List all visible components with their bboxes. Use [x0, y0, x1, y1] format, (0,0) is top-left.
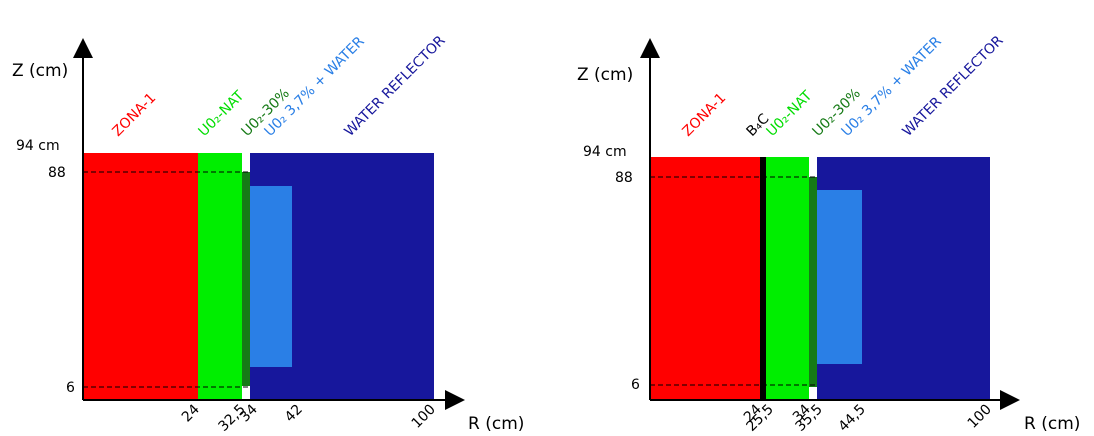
right-r-tick-44-5: 44,5 — [835, 402, 868, 435]
left-z-tick-88: 88 — [48, 165, 66, 181]
left-zona1-region — [83, 153, 198, 400]
right-u02-30-region — [809, 177, 817, 387]
right-z-axis-label: Z (cm) — [577, 65, 633, 85]
right-top-label: 94 cm — [583, 144, 627, 160]
right-label-u02-37: U0₂ 3,7% + WATER — [839, 33, 945, 139]
left-r-tick-100: 100 — [409, 402, 439, 432]
right-u02-nat-region — [766, 157, 809, 400]
left-top-label: 94 cm — [16, 138, 60, 154]
right-zona1-region — [650, 157, 760, 400]
left-r-axis-label: R (cm) — [468, 414, 524, 434]
right-label-u02-nat: U0₂-NAT — [764, 88, 816, 140]
left-u02-30-region — [242, 172, 250, 386]
left-diagram: Z (cm) R (cm) 94 cm 88 6 24 32,5 34 42 1… — [12, 33, 524, 435]
right-diagram: Z (cm) R (cm) 94 cm 88 6 24 25,5 34 35,5… — [577, 33, 1080, 435]
right-label-reflector: WATER REFLECTOR — [900, 33, 1007, 140]
left-r-tick-24: 24 — [179, 401, 203, 425]
left-r-tick-42: 42 — [282, 402, 306, 426]
right-b4c-region — [760, 157, 766, 400]
right-z-tick-6: 6 — [631, 377, 640, 393]
right-r-tick-100: 100 — [965, 402, 995, 432]
right-z-tick-88: 88 — [615, 170, 633, 186]
right-label-zona1: ZONA-1 — [680, 90, 730, 140]
left-label-u02-nat: U0₂-NAT — [196, 88, 248, 140]
left-u02-37-water-region — [250, 186, 292, 367]
left-label-zona1: ZONA-1 — [110, 90, 160, 140]
right-u02-37-water-region — [817, 190, 862, 364]
left-u02-nat-region — [198, 153, 242, 400]
left-z-axis-label: Z (cm) — [12, 61, 68, 81]
left-z-tick-6: 6 — [66, 380, 75, 396]
right-r-axis-label: R (cm) — [1024, 414, 1080, 434]
